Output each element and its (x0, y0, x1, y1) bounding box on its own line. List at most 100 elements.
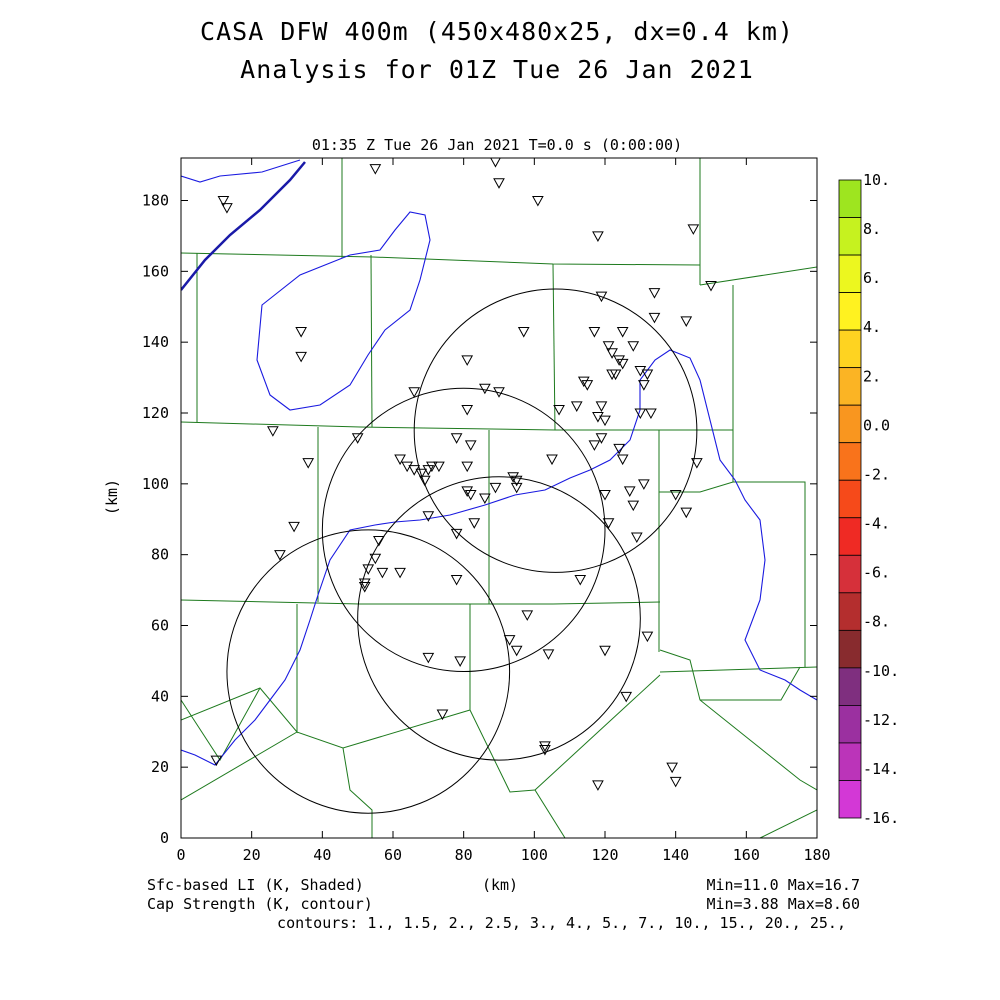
x-tick-label: 100 (521, 846, 548, 864)
station-marker (581, 380, 594, 391)
colorbar-label: 4. (863, 318, 881, 336)
station-marker (510, 475, 523, 487)
y-tick-label: 140 (142, 333, 169, 351)
station-marker (616, 454, 629, 466)
y-tick-label: 160 (142, 262, 169, 280)
station-marker (394, 567, 406, 579)
colorbar-swatch (838, 479, 862, 519)
footer-shaded-range: Min=11.0 Max=16.7 (706, 876, 860, 894)
station-marker (426, 461, 438, 473)
radar-range-ring-3 (357, 476, 641, 761)
station-marker (479, 383, 491, 395)
x-tick-label: 160 (733, 846, 760, 864)
colorbar-swatch (838, 554, 862, 594)
station-marker (542, 649, 555, 660)
station-marker (634, 366, 647, 377)
station-marker (521, 610, 534, 621)
colorbar-swatch (838, 592, 862, 631)
station-marker (595, 433, 608, 444)
y-tick-label: 60 (151, 617, 169, 635)
map-layer (181, 158, 817, 838)
colorbar-swatch (838, 367, 862, 406)
station-marker (210, 755, 223, 767)
water-lakes-rivers (181, 159, 817, 766)
footer-contour-levels: contours: 1., 1.5, 2., 2.5, 3., 4., 5., … (277, 914, 846, 932)
station-marker (630, 532, 643, 543)
chart-title-line2: Analysis for 01Z Tue 26 Jan 2021 (240, 55, 754, 84)
station-marker (532, 196, 544, 207)
plot-header: 01:35 Z Tue 26 Jan 2021 T=0.0 s (0:00:00… (312, 136, 682, 154)
station-marker (680, 507, 693, 519)
footer-contour-range: Min=3.88 Max=8.60 (706, 895, 860, 913)
station-marker (592, 780, 604, 791)
station-marker (620, 691, 633, 703)
station-marker (464, 440, 477, 451)
colorbar-label: -12. (863, 711, 899, 729)
colorbar-swatch (838, 780, 862, 819)
station-marker (599, 415, 611, 427)
station-marker (539, 744, 551, 756)
station-marker (606, 369, 618, 381)
station-marker (369, 164, 382, 175)
y-tick-label: 80 (151, 546, 169, 564)
colorbar-label: -16. (863, 809, 899, 827)
station-marker (461, 486, 474, 497)
station-marker (705, 281, 717, 292)
station-marker (464, 489, 477, 501)
station-marker (422, 652, 435, 664)
station-marker (493, 387, 505, 398)
station-marker (295, 351, 307, 363)
station-marker (461, 461, 474, 473)
station-marker (217, 196, 230, 207)
station-marker (687, 224, 700, 235)
station-marker (638, 479, 650, 490)
colorbar-label: -10. (863, 662, 899, 680)
station-marker (493, 178, 505, 189)
station-markers (210, 158, 717, 791)
colorbar-swatch (838, 217, 862, 256)
colorbar-swatch (838, 705, 862, 744)
radar-range-ring-2 (321, 387, 606, 673)
station-marker (362, 564, 375, 575)
y-tick-label: 0 (160, 829, 169, 847)
station-marker (616, 358, 629, 370)
colorbar-swatch (838, 517, 862, 556)
colorbar-label: -4. (863, 515, 890, 533)
station-marker (588, 327, 601, 338)
colorbar-label: 8. (863, 220, 881, 238)
x-axis: 0 20 40 60 80 100 120 140 160 180 (176, 158, 831, 864)
colorbar-label: 2. (863, 367, 881, 385)
interstate-highway (181, 161, 306, 291)
colorbar-swatch (838, 667, 862, 706)
station-marker (468, 518, 481, 529)
x-tick-label: 20 (243, 846, 261, 864)
station-marker (358, 582, 371, 593)
station-marker (490, 158, 501, 168)
station-marker (302, 458, 315, 469)
station-marker (507, 472, 519, 483)
colorbar-swatch (838, 404, 862, 444)
station-marker (415, 468, 428, 480)
station-marker (634, 408, 647, 420)
county-boundaries (181, 158, 817, 838)
station-marker (503, 635, 516, 646)
station-marker (369, 553, 382, 565)
station-marker (267, 426, 279, 437)
x-tick-label: 60 (384, 846, 402, 864)
x-tick-label: 140 (662, 846, 689, 864)
colorbar-label: -6. (863, 564, 890, 582)
colorbar-swatch (838, 254, 862, 293)
station-marker (602, 341, 615, 352)
station-marker (418, 475, 431, 487)
station-marker (602, 518, 615, 529)
station-marker (517, 327, 530, 338)
x-tick-label: 40 (313, 846, 331, 864)
station-marker (450, 433, 463, 444)
station-marker (489, 482, 502, 494)
station-marker (666, 762, 678, 774)
station-marker (609, 369, 622, 381)
station-marker (669, 776, 682, 788)
radar-range-ring-4 (413, 288, 698, 573)
colorbar-label: -14. (863, 760, 899, 778)
station-marker (376, 567, 389, 579)
